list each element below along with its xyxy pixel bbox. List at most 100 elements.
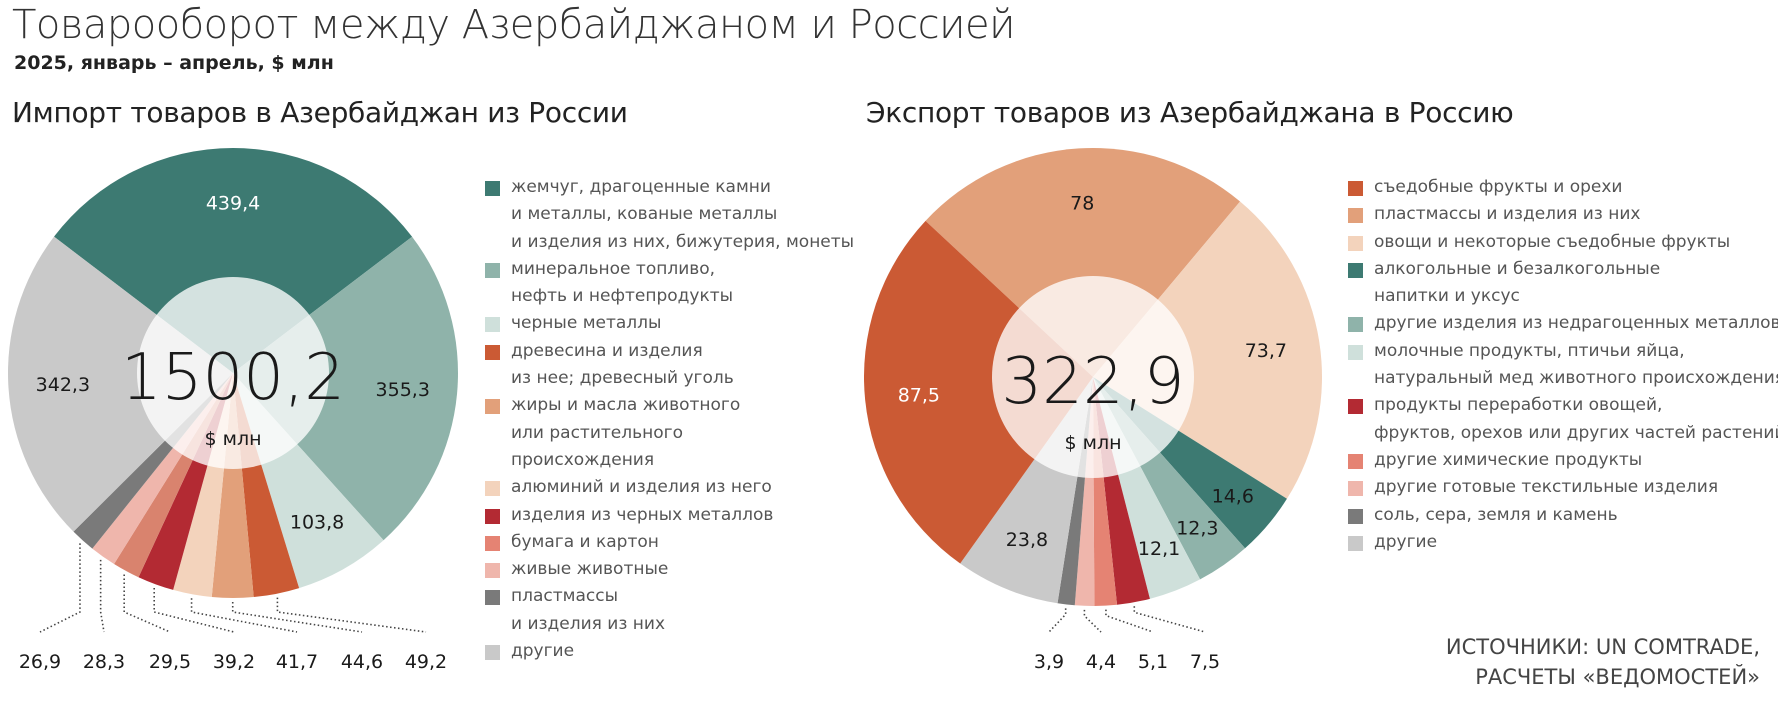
import-slice-label-4: 44,6 xyxy=(341,651,383,673)
export-leader-line-6 xyxy=(1105,609,1154,633)
legend-label: и металлы, кованые металлы xyxy=(511,204,778,225)
import-slice-0 xyxy=(54,148,413,373)
export-leader-line-7 xyxy=(1083,609,1102,633)
page-title: Товарооборот между Азербайджаном и Росси… xyxy=(12,2,1015,48)
export-center-circle xyxy=(992,276,1194,478)
legend-swatch xyxy=(1348,235,1363,251)
import-slice-1 xyxy=(233,236,458,541)
legend-label: съедобные фрукты и орехи xyxy=(1374,177,1623,197)
import-chart-title: Импорт товаров в Азербайджан из России xyxy=(12,96,628,129)
import-slice-label-0: 439,4 xyxy=(206,193,260,215)
legend-label: натуральный мед животного происхождения xyxy=(1374,368,1778,389)
export-slice-label-8: 3,9 xyxy=(1034,651,1064,673)
legend-swatch xyxy=(1348,399,1363,415)
legend-item: другие химические продукты xyxy=(1348,447,1778,474)
export-slice-label-3: 12,3 xyxy=(1176,518,1218,540)
legend-swatch xyxy=(1348,508,1363,524)
export-slice-label-10: 87,5 xyxy=(898,385,940,407)
legend-swatch xyxy=(485,508,500,524)
legend-label: другие химические продукты xyxy=(1374,449,1643,470)
import-slice-label-3: 49,2 xyxy=(405,651,447,673)
legend-label: из нее; древесный уголь xyxy=(511,368,734,389)
legend-item: черные металлы xyxy=(485,310,854,337)
legend-item: алкогольные и безалкогольные напитки и ук… xyxy=(1348,256,1778,311)
import-leader-line-4 xyxy=(231,601,363,633)
legend-label: минеральное топливо, xyxy=(511,258,716,279)
import-slice-label-5: 41,7 xyxy=(276,651,318,673)
page-subtitle: 2025, январь – апрель, $ млн xyxy=(14,52,334,74)
legend-item: овощи и некоторые съедобные фрукты xyxy=(1348,229,1778,256)
source-note: ИСТОЧНИКИ: UN COMTRADE, РАСЧЕТЫ «ВЕДОМОС… xyxy=(1446,632,1760,692)
import-center-circle xyxy=(137,277,329,469)
export-total-value: 322,9 xyxy=(1001,345,1184,419)
legend-swatch xyxy=(485,399,500,415)
import-slice-label-8: 28,3 xyxy=(83,651,125,673)
import-total-unit: $ млн xyxy=(204,428,261,450)
legend-swatch xyxy=(1348,453,1363,469)
legend-swatch xyxy=(1348,344,1363,360)
legend-item: минеральное топливо, нефть и нефтепродукт… xyxy=(485,256,854,311)
legend-swatch xyxy=(485,645,500,661)
legend-item: соль, сера, земля и камень xyxy=(1348,502,1778,529)
legend-label: напитки и уксус xyxy=(1374,286,1520,307)
legend-label: изделия из черных металлов xyxy=(511,504,774,525)
import-leader-line-8 xyxy=(99,559,105,633)
legend-label: пластмассы и изделия из них xyxy=(1374,204,1641,225)
legend-label: бумага и картон xyxy=(511,531,659,552)
export-leader-line-5 xyxy=(1133,606,1206,633)
export-leader-line-8 xyxy=(1048,608,1067,633)
export-slice-label-1: 73,7 xyxy=(1245,340,1287,362)
import-slice-label-7: 29,5 xyxy=(149,651,191,673)
legend-item: другие готовые текстильные изделия xyxy=(1348,474,1778,501)
export-slice-label-7: 4,4 xyxy=(1086,651,1116,673)
export-slice-label-6: 5,1 xyxy=(1138,651,1168,673)
legend-swatch xyxy=(485,262,500,278)
import-leader-line-3 xyxy=(276,597,427,633)
export-slice-10 xyxy=(864,220,1093,564)
import-slice-label-1: 355,3 xyxy=(376,379,430,401)
legend-label: происхождения xyxy=(511,449,655,470)
import-leader-line-9 xyxy=(39,543,81,633)
import-slice-label-10: 342,3 xyxy=(36,374,90,396)
legend-item: продукты переработки овощей, фруктов, оре… xyxy=(1348,392,1778,447)
legend-label: другие xyxy=(1374,531,1438,552)
legend-item: древесина и изделия из нее; древесный уго… xyxy=(485,338,854,393)
legend-item: пластмассы и изделия из них xyxy=(485,583,854,638)
export-slice-label-4: 12,1 xyxy=(1138,538,1180,560)
export-slice-label-0: 78 xyxy=(1070,192,1094,214)
legend-item: жиры и масла животного или растительного п… xyxy=(485,392,854,474)
export-slice-0 xyxy=(925,147,1241,377)
import-total-value: 1500,2 xyxy=(121,341,345,415)
export-slice-label-5: 7,5 xyxy=(1190,651,1220,673)
legend-label: или растительного xyxy=(511,422,683,443)
legend-label: соль, сера, земля и камень xyxy=(1374,504,1618,525)
legend-label: молочные продукты, птичьи яйца, xyxy=(1374,340,1685,361)
import-slice-label-2: 103,8 xyxy=(290,511,344,533)
import-slice-10 xyxy=(7,236,234,532)
legend-item: пластмассы и изделия из них xyxy=(1348,201,1778,228)
source-line-2: РАСЧЕТЫ «ВЕДОМОСТЕЙ» xyxy=(1475,665,1760,689)
legend-item: живые животные xyxy=(485,556,854,583)
legend-label: другие xyxy=(511,641,575,662)
legend-swatch xyxy=(485,535,500,551)
legend-swatch xyxy=(1348,317,1363,333)
legend-swatch xyxy=(1348,535,1363,551)
legend-item: жемчуг, драгоценные камни и металлы, кова… xyxy=(485,174,854,256)
import-leader-line-5 xyxy=(190,598,298,633)
legend-label: древесина и изделия xyxy=(511,340,703,361)
legend-item: другие xyxy=(1348,529,1778,556)
legend-swatch xyxy=(1348,208,1363,224)
legend-label: другие готовые текстильные изделия xyxy=(1374,477,1719,498)
legend-label: черные металлы xyxy=(511,313,662,334)
import-leader-line-7 xyxy=(123,574,171,633)
legend-swatch xyxy=(485,344,500,360)
legend-label: продукты переработки овощей, xyxy=(1374,395,1663,416)
legend-item: изделия из черных металлов xyxy=(485,502,854,529)
export-chart-title: Экспорт товаров из Азербайджана в Россию xyxy=(866,96,1514,129)
legend-label: алкогольные и безалкогольные xyxy=(1374,258,1661,279)
legend-item: алюминий и изделия из него xyxy=(485,474,854,501)
legend-swatch xyxy=(1348,181,1363,196)
legend-swatch xyxy=(485,481,500,497)
legend-item: молочные продукты, птичьи яйца, натуральн… xyxy=(1348,338,1778,393)
